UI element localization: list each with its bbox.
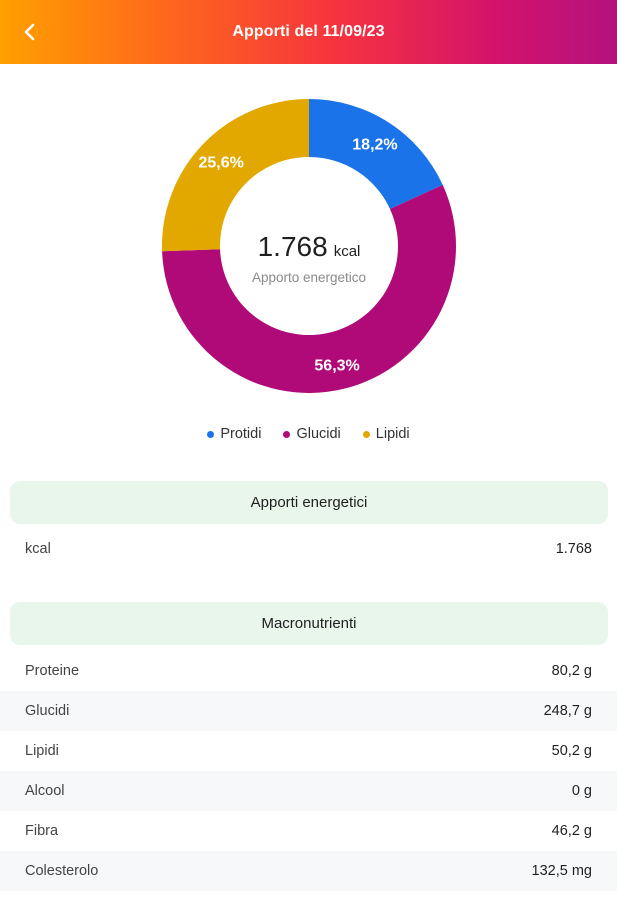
legend-label: Protidi: [220, 426, 262, 442]
row-value: 0 g: [571, 783, 592, 799]
legend-dot-protidi: [207, 430, 215, 438]
row-value: 80,2 g: [551, 663, 592, 679]
chevron-left-icon: [24, 23, 35, 41]
slice-percent-label: 18,2%: [352, 136, 397, 153]
row-label: kcal: [25, 541, 51, 557]
row-value: 46,2 g: [551, 823, 592, 839]
row-label: Colesterolo: [25, 863, 99, 879]
table-row: Proteine 80,2 g: [0, 651, 617, 691]
row-label: Lipidi: [25, 743, 59, 759]
row-value: 50,2 g: [551, 743, 592, 759]
legend-dot-lipidi: [362, 430, 370, 438]
table-row: Lipidi 50,2 g: [0, 731, 617, 771]
table-row: Alcool 0 g: [0, 771, 617, 811]
back-button[interactable]: [14, 16, 46, 48]
row-value: 248,7 g: [543, 703, 592, 719]
page-title: Apporti del 11/09/23: [232, 23, 385, 40]
table-row: kcal 1.768: [0, 529, 617, 569]
legend-dot-glucidi: [283, 430, 291, 438]
donut-slice-lipidi[interactable]: [162, 99, 309, 252]
legend-item-glucidi[interactable]: Glucidi: [283, 426, 341, 442]
row-label: Glucidi: [25, 703, 70, 719]
table-row: Colesterolo 132,5 mg: [0, 851, 617, 891]
legend-label: Lipidi: [375, 426, 410, 442]
legend-label: Glucidi: [296, 426, 341, 442]
section-energy-header: Apporti energetici: [10, 481, 608, 524]
row-value: 1.768: [555, 541, 592, 557]
row-label: Alcool: [25, 783, 65, 799]
donut-svg: 18,2% 56,3% 25,6% 1.768 kcal Apporto energeti…: [162, 99, 457, 393]
legend-item-protidi[interactable]: Protidi: [207, 426, 261, 442]
section-macro-header: Macronutrienti: [10, 602, 608, 645]
slice-percent-label: 25,6%: [199, 154, 244, 171]
table-row: Fibra 46,2 g: [0, 811, 617, 851]
chart-legend: Protidi Glucidi Lipidi: [0, 426, 617, 442]
energy-donut-chart: 18,2% 56,3% 25,6% 1.768 kcal Apporto energeti…: [0, 64, 617, 404]
row-value: 132,5 mg: [531, 863, 592, 879]
donut-slice-protidi[interactable]: [309, 99, 443, 210]
legend-item-lipidi[interactable]: Lipidi: [362, 426, 410, 442]
row-label: Fibra: [25, 823, 59, 839]
row-label: Proteine: [25, 663, 80, 679]
app-header: Apporti del 11/09/23: [0, 0, 617, 64]
donut-slice-glucidi[interactable]: [162, 184, 457, 393]
table-row: Glucidi 248,7 g: [0, 691, 617, 731]
center-kcal-value: 1.768 kcal: [258, 231, 361, 262]
slice-percent-label: 56,3%: [314, 358, 359, 375]
center-caption: Apporto energetico: [252, 270, 366, 285]
